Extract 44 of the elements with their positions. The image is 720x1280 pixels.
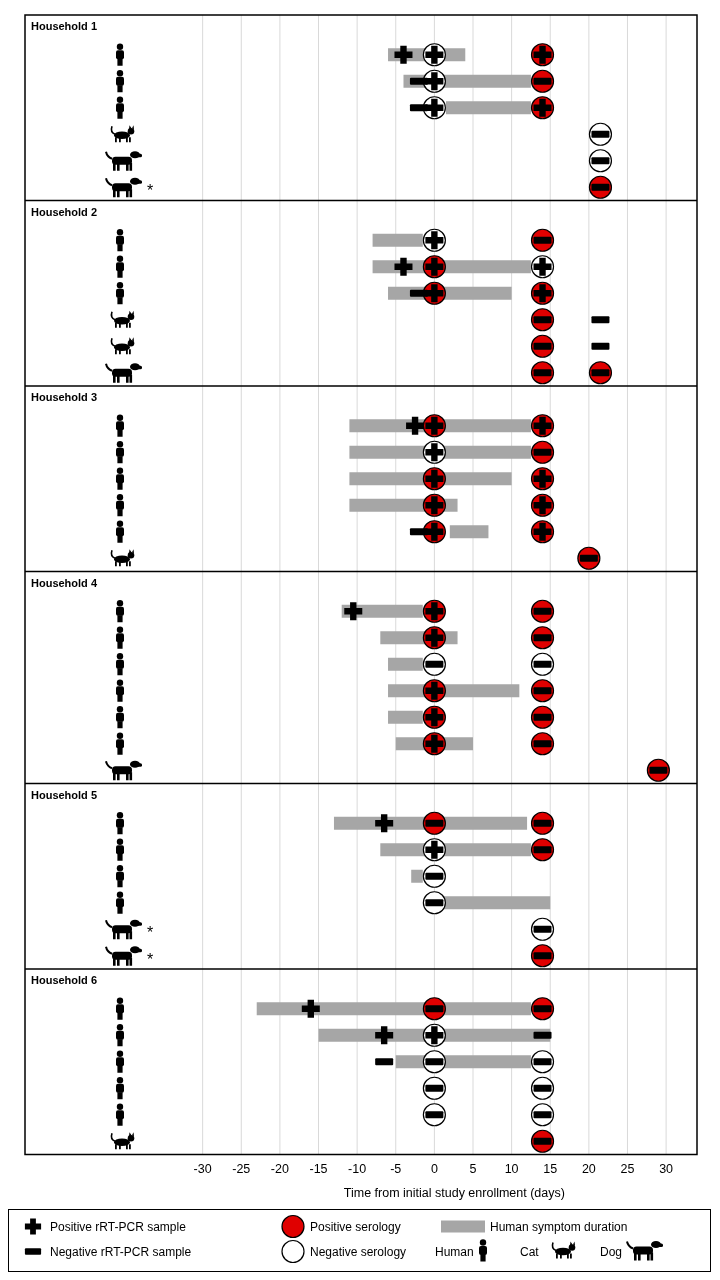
bar: [388, 710, 423, 724]
annotation: *: [147, 924, 154, 942]
x-tick-label: 0: [430, 1161, 438, 1176]
legend-label: Negative rRT-PCR sample: [50, 1245, 192, 1259]
x-tick-label: -20: [270, 1161, 289, 1176]
annotation: Household 1: [31, 20, 98, 32]
point: [301, 999, 320, 1018]
point: [394, 257, 413, 276]
point: [406, 416, 425, 435]
annotation: Household 4: [31, 576, 98, 589]
x-tick-label: 20: [581, 1161, 596, 1176]
bar: [411, 869, 423, 883]
bar: [445, 101, 531, 115]
legend-label: Positive serology: [310, 1220, 401, 1234]
point: [344, 602, 363, 621]
x-axis-title: Time from initial study enrollment (days): [343, 1185, 565, 1200]
bar: [449, 525, 489, 539]
bar: [388, 657, 423, 671]
annotation: *: [147, 182, 154, 200]
legend-label: Negative serology: [310, 1245, 407, 1259]
x-tick-label: 15: [543, 1161, 558, 1176]
text: Dog: [600, 1245, 623, 1259]
x-tick-label: -5: [390, 1161, 402, 1176]
x-tick-label: -30: [193, 1161, 212, 1176]
point: [375, 1026, 394, 1045]
annotation: *: [147, 950, 154, 968]
legend-label: Human symptom duration: [490, 1220, 628, 1234]
x-tick-label: 10: [504, 1161, 519, 1176]
annotation: Household 6: [31, 974, 98, 986]
x-tick-label: -25: [232, 1161, 251, 1176]
text: Cat: [520, 1245, 540, 1259]
x-tick-label: -15: [309, 1161, 328, 1176]
x-tick-label: 30: [659, 1161, 674, 1176]
x-tick-label: 25: [620, 1161, 635, 1176]
annotation: Household 3: [31, 391, 98, 403]
point: [394, 45, 413, 64]
x-tick-label: 5: [469, 1161, 477, 1176]
point: [375, 814, 394, 833]
legend-label: Positive rRT-PCR sample: [50, 1220, 187, 1234]
text: Human: [435, 1245, 474, 1259]
x-tick-label: -10: [348, 1161, 367, 1176]
bar: [372, 233, 423, 247]
annotation: Household 2: [31, 205, 98, 218]
annotation: Household 5: [31, 788, 98, 801]
